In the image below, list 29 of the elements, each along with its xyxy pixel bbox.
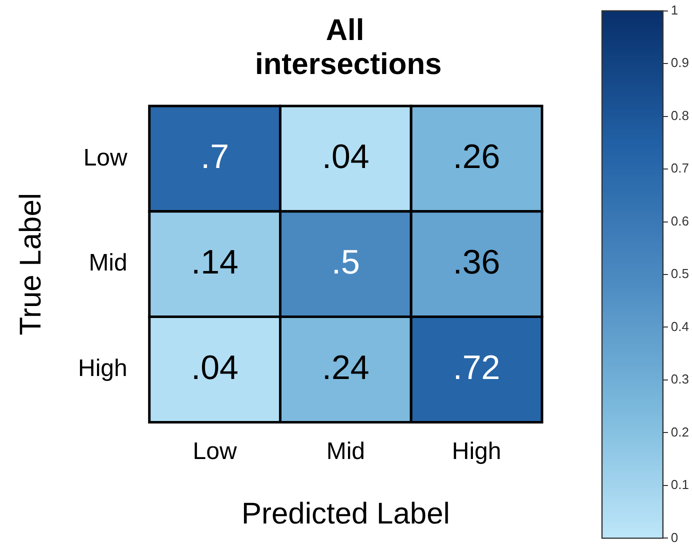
data-label: .5 <box>332 243 360 282</box>
y-tick-label: Mid <box>88 250 128 277</box>
color-bar-label: 0.1 <box>670 477 690 492</box>
color-bar-label: 1 <box>670 2 678 18</box>
data-label: .24 <box>322 348 370 387</box>
color-bar-label: 0.5 <box>670 266 690 282</box>
y-tick-label: High <box>78 355 128 382</box>
color-bar-label: 0.8 <box>670 108 690 123</box>
color-bar-label: 0 <box>670 530 678 545</box>
data-label: .36 <box>452 243 500 282</box>
x-tick-label: High <box>452 438 502 466</box>
y-axis-title: True Label <box>14 192 48 336</box>
color-bar-label: 0.6 <box>670 213 690 228</box>
data-label: .7 <box>200 138 229 176</box>
color-bar-label: 0.3 <box>670 372 690 387</box>
color-bar-label: 0.4 <box>670 318 690 334</box>
chart-title: All intersections <box>255 14 442 82</box>
data-label: .72 <box>452 348 500 387</box>
x-tick-label: Mid <box>326 438 366 466</box>
color-bar-label: 0.2 <box>670 424 690 440</box>
data-label: .14 <box>191 243 238 282</box>
data-label: .04 <box>191 348 238 387</box>
data-label: .04 <box>322 138 370 176</box>
x-tick-label: Low <box>192 438 238 466</box>
y-tick-label: Low <box>83 144 128 172</box>
color-bar-label: 0.7 <box>670 160 690 176</box>
color-bar-label: 0.9 <box>670 55 690 70</box>
x-axis-title: Predicted Label <box>241 497 450 530</box>
data-label: .26 <box>452 138 500 176</box>
